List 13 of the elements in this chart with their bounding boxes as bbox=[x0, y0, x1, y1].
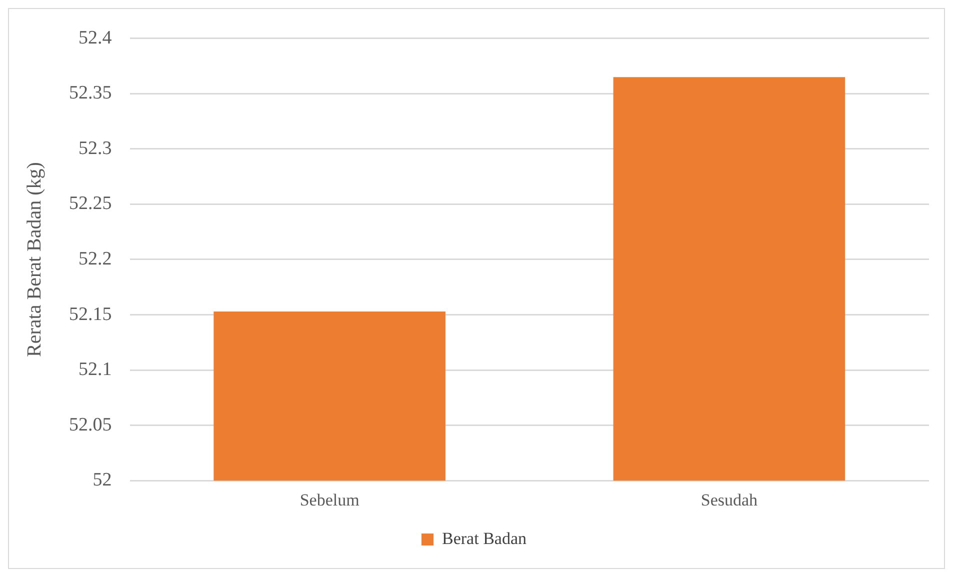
y-tick-label: 52.2 bbox=[78, 248, 112, 270]
y-tick-label: 52.4 bbox=[78, 27, 112, 48]
y-tick-label: 52.25 bbox=[69, 193, 112, 214]
y-axis-title: Rerata Berat Badan (kg) bbox=[23, 162, 46, 357]
y-tick-label: 52.35 bbox=[69, 82, 112, 104]
y-tick-label: 52.15 bbox=[69, 304, 112, 325]
y-tick-label: 52 bbox=[92, 470, 112, 491]
y-tick-label: 52.3 bbox=[78, 138, 112, 159]
legend-label: Berat Badan bbox=[442, 528, 527, 548]
y-tick-label: 52.05 bbox=[69, 414, 112, 436]
x-tick-label: Sebelum bbox=[300, 490, 360, 510]
y-tick-label: 52.1 bbox=[78, 359, 112, 380]
x-tick-label: Sesudah bbox=[700, 490, 758, 510]
